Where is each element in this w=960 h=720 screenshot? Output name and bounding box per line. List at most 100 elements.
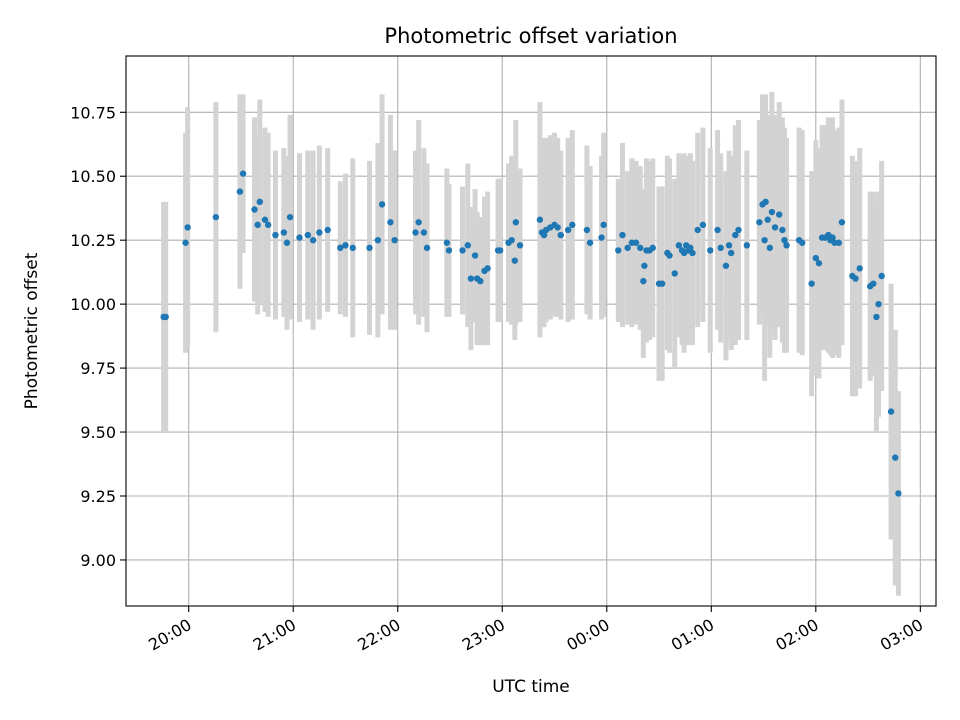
data-point-127 <box>870 280 877 287</box>
data-point-107 <box>779 226 786 234</box>
data-point-15 <box>286 213 294 221</box>
data-point-24 <box>366 244 373 252</box>
data-point-18 <box>309 236 317 244</box>
data-point-101 <box>762 198 769 206</box>
data-point-35 <box>459 247 466 254</box>
data-point-79 <box>671 270 678 277</box>
data-point-17 <box>304 231 312 239</box>
data-point-34 <box>445 247 453 254</box>
data-point-89 <box>707 247 714 254</box>
data-point-2 <box>182 239 189 246</box>
data-point-64 <box>615 247 622 254</box>
data-point-112 <box>808 280 815 287</box>
data-point-87 <box>694 226 701 234</box>
data-point-6 <box>239 170 247 177</box>
data-point-11 <box>264 221 272 229</box>
data-point-98 <box>756 219 763 226</box>
data-point-30 <box>415 219 422 226</box>
data-point-103 <box>766 244 774 252</box>
data-point-128 <box>873 313 880 321</box>
data-point-68 <box>632 239 640 246</box>
data-point-100 <box>761 236 768 244</box>
data-point-121 <box>835 239 842 246</box>
data-point-9 <box>256 198 263 206</box>
plot-frame <box>125 55 937 607</box>
data-point-130 <box>878 272 885 280</box>
data-point-78 <box>666 252 673 259</box>
data-point-32 <box>423 244 431 252</box>
data-point-56 <box>554 224 561 231</box>
data-point-131 <box>887 408 895 415</box>
data-point-1 <box>162 313 169 321</box>
y-tick-label-4: 10.00 <box>70 295 116 314</box>
y-tick-label-6: 10.50 <box>70 167 116 186</box>
data-point-19 <box>316 229 323 236</box>
data-point-71 <box>641 262 648 269</box>
data-point-49 <box>516 242 524 249</box>
data-point-90 <box>714 226 721 234</box>
data-point-93 <box>725 242 733 249</box>
data-point-113 <box>812 254 820 262</box>
data-point-80 <box>675 242 683 249</box>
data-point-10 <box>261 216 269 223</box>
data-point-25 <box>374 236 382 244</box>
data-point-42 <box>484 265 491 272</box>
data-point-111 <box>799 239 806 246</box>
data-point-37 <box>467 275 475 282</box>
data-point-28 <box>391 236 398 244</box>
y-tick-label-5: 10.25 <box>70 231 116 250</box>
data-point-46 <box>508 236 515 244</box>
data-point-65 <box>619 231 626 239</box>
data-point-36 <box>464 242 471 249</box>
data-point-20 <box>324 226 331 234</box>
data-point-109 <box>783 242 790 249</box>
data-point-124 <box>852 275 859 282</box>
x-axis-label: UTC time <box>492 677 570 697</box>
data-point-57 <box>557 231 564 239</box>
data-point-95 <box>732 231 739 239</box>
data-point-48 <box>512 219 520 226</box>
data-point-63 <box>600 221 607 229</box>
data-point-92 <box>722 262 730 269</box>
data-point-106 <box>776 211 783 218</box>
data-point-61 <box>586 239 594 246</box>
data-point-85 <box>687 244 694 252</box>
data-point-29 <box>412 229 419 236</box>
data-point-105 <box>771 224 779 231</box>
data-point-38 <box>471 252 479 259</box>
data-point-58 <box>564 226 572 234</box>
data-point-47 <box>511 257 518 264</box>
y-tick-label-3: 9.75 <box>80 359 116 378</box>
data-point-16 <box>296 234 303 241</box>
data-point-21 <box>337 244 344 252</box>
data-point-74 <box>649 244 656 252</box>
data-point-102 <box>764 216 771 223</box>
data-point-44 <box>496 247 504 254</box>
data-point-8 <box>254 221 261 229</box>
data-point-62 <box>598 234 605 241</box>
data-point-88 <box>699 221 707 229</box>
data-point-129 <box>875 300 882 308</box>
data-point-91 <box>717 244 724 252</box>
y-tick-label-7: 10.75 <box>70 103 116 122</box>
data-point-96 <box>735 226 742 234</box>
data-point-31 <box>420 229 428 236</box>
data-point-86 <box>689 249 696 257</box>
data-point-66 <box>624 244 631 252</box>
data-point-60 <box>583 226 591 234</box>
data-point-76 <box>658 280 666 287</box>
data-point-22 <box>342 242 349 249</box>
data-point-5 <box>236 188 244 195</box>
data-point-59 <box>569 221 576 229</box>
data-point-50 <box>536 216 544 223</box>
data-point-14 <box>283 239 291 246</box>
y-axis-label: Photometric offset <box>22 252 42 409</box>
data-point-4 <box>212 213 220 221</box>
data-point-69 <box>637 244 644 252</box>
data-point-26 <box>378 201 386 208</box>
data-point-70 <box>640 277 647 285</box>
data-point-23 <box>349 244 356 252</box>
data-point-108 <box>781 236 788 244</box>
